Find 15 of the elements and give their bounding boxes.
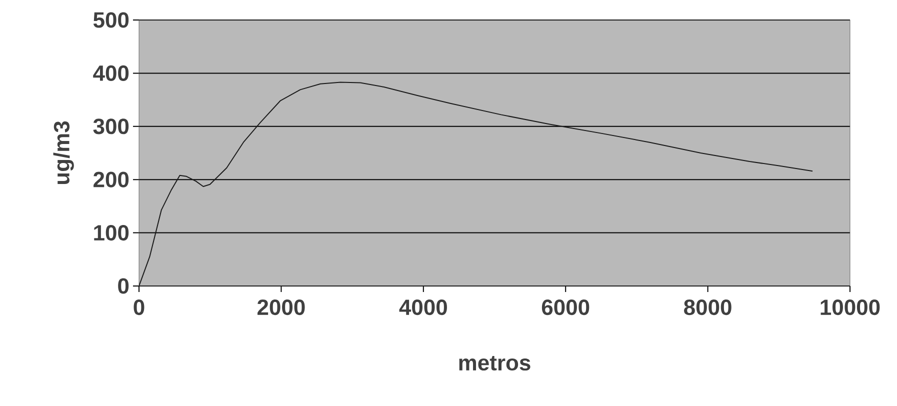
x-tick-label: 0	[134, 300, 144, 316]
x-tick-label: 8000	[684, 300, 732, 316]
y-tick-label: 400	[93, 65, 129, 81]
y-tick-label: 500	[93, 12, 129, 28]
x-axis-title: metros	[459, 356, 530, 371]
y-tick-label: 100	[94, 224, 129, 241]
x-tick-label: 4000	[399, 300, 447, 316]
y-axis-title: ug/m3	[53, 121, 74, 184]
x-tick-label: 6000	[542, 300, 590, 316]
y-tick-label: 0	[118, 278, 129, 294]
y-tick-label: 300	[93, 118, 129, 134]
line-series	[139, 82, 814, 286]
x-tick-label: 10000	[820, 300, 880, 316]
x-tick-label: 2000	[258, 300, 305, 316]
y-tick-label: 200	[94, 172, 129, 188]
